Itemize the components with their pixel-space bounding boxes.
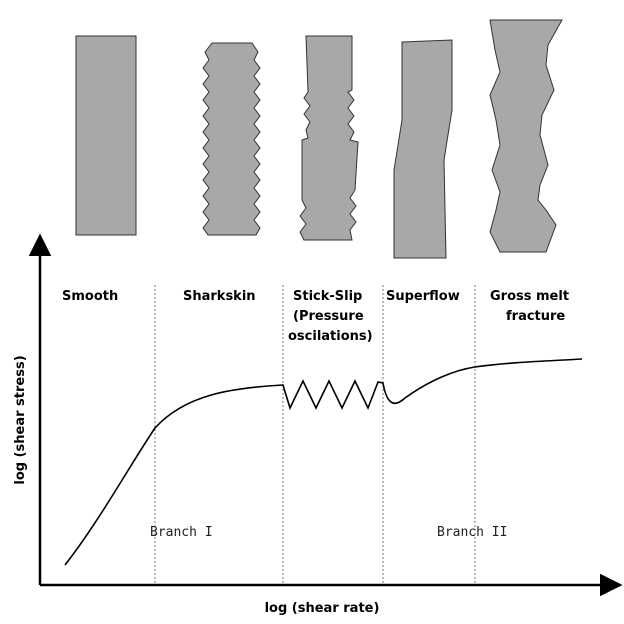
region-label: fracture bbox=[506, 309, 565, 324]
specimen-gross-melt-fracture bbox=[489, 19, 563, 253]
x-axis-label: log (shear rate) bbox=[265, 601, 380, 616]
flow-curve bbox=[64, 358, 583, 566]
region-label: Stick-Slip bbox=[293, 289, 362, 304]
region-label: oscilations) bbox=[288, 329, 373, 344]
specimen-superflow bbox=[393, 39, 453, 259]
region-label: (Pressure bbox=[293, 309, 364, 324]
branch-label: Branch I bbox=[150, 525, 213, 540]
region-label: Superflow bbox=[386, 289, 460, 304]
specimen-smooth bbox=[75, 35, 137, 236]
y-axis-label: log (shear stress) bbox=[13, 355, 28, 484]
region-label: Smooth bbox=[62, 289, 118, 304]
region-label: Sharkskin bbox=[183, 289, 256, 304]
specimen-stick-slip bbox=[299, 35, 359, 241]
specimen-sharkskin bbox=[202, 42, 261, 236]
region-label: Gross melt bbox=[490, 289, 569, 304]
branch-label: Branch II bbox=[437, 525, 507, 540]
